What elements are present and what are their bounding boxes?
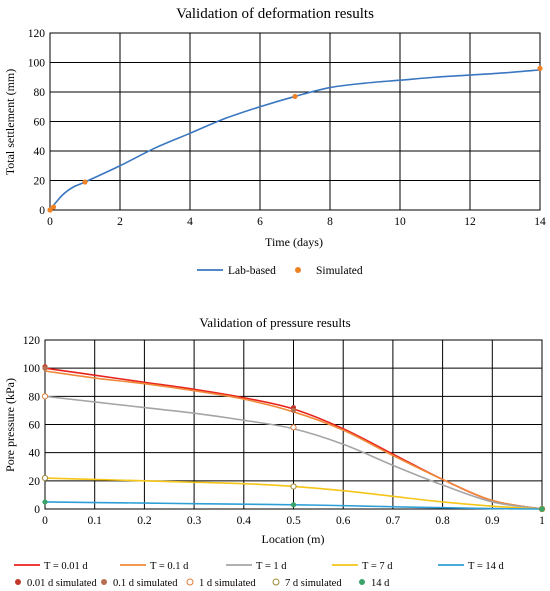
chart2-ytick-label: 0 (34, 504, 40, 516)
chart2-ytick-label: 20 (29, 476, 41, 488)
chart2-ytick-label: 60 (29, 420, 41, 432)
chart2-ticks: 0 0.1 0.2 0.3 0.4 0.5 0.6 0.7 0.8 0.9 1 0 20 40 60 80 10… (23, 335, 545, 527)
chart1-scatter-point (50, 204, 57, 210)
chart2-scatter-point (290, 424, 297, 431)
chart1-ylabel: Total settlement (mm) (3, 69, 17, 175)
chart2-title: Validation of pressure results (199, 315, 350, 330)
chart2-scatter-point (42, 365, 48, 371)
chart1-xtick-label: 14 (534, 216, 546, 228)
chart2-xtick-label: 0 (42, 515, 48, 527)
chart2-xtick-label: 0.7 (386, 515, 401, 527)
chart2-legend-label: 0.01 d simulated (27, 578, 97, 589)
chart2-legend-swatch (186, 578, 194, 586)
chart2-legend-swatch (15, 579, 21, 585)
chart2-xtick-label: 1 (539, 515, 545, 527)
chart1-ytick-label: 40 (34, 146, 46, 158)
chart1-xtick-label: 2 (117, 216, 123, 228)
chart2-ytick-label: 120 (23, 335, 41, 347)
chart2-scatter-point (290, 483, 297, 490)
chart2-xtick-label: 0.3 (187, 515, 202, 527)
chart2-scatter-point (42, 499, 48, 505)
chart1-xtick-label: 4 (187, 216, 193, 228)
chart2-ytick-label: 100 (23, 363, 41, 375)
chart1-scatter-point (82, 179, 88, 185)
chart1-xtick-label: 8 (327, 216, 333, 228)
chart1-legend-label: Simulated (316, 265, 363, 277)
chart1-scatter-point (47, 207, 53, 213)
chart2-scatter-point (290, 407, 297, 414)
chart2-xtick-label: 0.5 (286, 515, 301, 527)
chart1-line-series (49, 69, 541, 211)
chart1-ytick-label: 80 (34, 87, 46, 99)
chart1-scatter-point (292, 93, 298, 100)
chart2-ytick-label: 40 (29, 448, 41, 460)
chart2-legend-label: T = 0.01 d (44, 561, 88, 572)
chart1-legend-swatch (295, 267, 301, 273)
chart2-legend-label: T = 14 d (468, 561, 505, 572)
chart1-ytick-label: 120 (28, 28, 46, 40)
chart2-ytick-label: 80 (29, 391, 41, 403)
chart1-legend-label: Lab-based (228, 265, 276, 277)
chart2-xtick-label: 0.4 (237, 515, 252, 527)
chart1-ticks: 0 2 4 6 8 10 12 14 0 20 40 60 80 100 120 (28, 28, 546, 228)
chart1-grid (49, 32, 541, 211)
chart2-xtick-label: 0.8 (435, 515, 450, 527)
pressure-chart: Validation of pressure results 0 0.1 0.2 0.… (3, 315, 545, 589)
chart2-plot-frame (44, 339, 543, 510)
deformation-chart: Validation of deformation results 0 2 4 6 8 1… (3, 6, 546, 277)
chart1-xtick-label: 10 (394, 216, 406, 228)
chart1-series (47, 65, 543, 213)
chart2-scatter-point (41, 393, 49, 400)
chart1-xtick-label: 0 (47, 216, 53, 228)
chart1-legend: Lab-based Simulated (197, 265, 363, 277)
chart1-ytick-label: 60 (34, 117, 46, 129)
chart1-xtick-label: 6 (257, 216, 263, 228)
chart2-xtick-label: 0.1 (88, 515, 103, 527)
chart2-legend-label: T = 7 d (362, 561, 393, 572)
chart1-plot-frame (49, 32, 541, 211)
chart2-scatter-point (41, 474, 49, 482)
chart1-xlabel: Time (days) (265, 235, 323, 249)
chart2-legend-label: 1 d simulated (199, 578, 256, 589)
chart1-scatter-point (537, 65, 543, 71)
chart1-title: Validation of deformation results (176, 6, 374, 22)
chart2-xtick-label: 0.2 (137, 515, 152, 527)
chart1-ytick-label: 100 (28, 58, 46, 70)
chart2-ylabel: Pore pressure (kPa) (3, 378, 17, 472)
chart2-scatter-point (539, 506, 545, 512)
chart2-legend-swatch (272, 578, 280, 586)
chart1-ytick-label: 20 (34, 176, 46, 188)
chart2-legend-label: 7 d simulated (285, 578, 342, 589)
chart2-xtick-label: 0.9 (485, 515, 500, 527)
chart2-legend: T = 0.01 d T = 0.1 d T = 1 d T = 7 d T = 14 … (14, 561, 505, 589)
chart2-legend-label: 0.1 d simulated (113, 578, 178, 589)
chart2-scatter-point (290, 502, 297, 508)
chart2-series (41, 364, 546, 513)
chart2-legend-swatch (359, 579, 365, 585)
chart1-ytick-label: 0 (39, 205, 45, 217)
chart2-xlabel: Location (m) (262, 532, 325, 546)
chart1-xtick-label: 12 (464, 216, 476, 228)
chart2-legend-label: T = 1 d (256, 561, 287, 572)
chart2-legend-label: 14 d (371, 578, 390, 589)
chart2-legend-swatch (101, 579, 107, 585)
chart2-xtick-label: 0.6 (336, 515, 351, 527)
chart2-legend-label: T = 0.1 d (150, 561, 189, 572)
